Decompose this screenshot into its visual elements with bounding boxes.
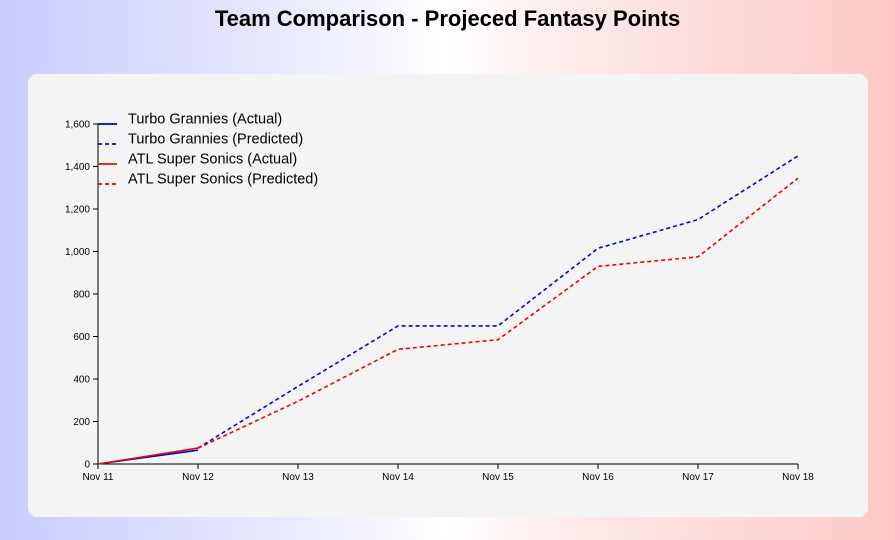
legend-label: ATL Super Sonics (Actual) [128,152,297,168]
chart-title: Team Comparison - Projeced Fantasy Point… [214,6,681,31]
y-tick-label: 0 [84,460,90,471]
series-line-2 [197,155,799,449]
x-tick-label: Nov 18 [782,472,814,483]
y-tick-label: 1,400 [65,162,90,173]
series-line-3 [97,447,199,465]
x-tick-label: Nov 14 [382,472,414,483]
y-tick-label: 1,600 [65,120,90,131]
legend-label: ATL Super Sonics (Predicted) [128,172,318,188]
x-tick-label: Nov 17 [682,472,714,483]
y-tick-label: 1,000 [65,247,90,258]
x-tick-label: Nov 13 [282,472,314,483]
chart-card [28,74,868,517]
series-line-4 [197,177,799,449]
x-tick-label: Nov 11 [83,472,114,483]
x-tick-label: Nov 15 [482,472,514,483]
y-tick-label: 400 [73,375,90,386]
y-tick-label: 800 [73,290,90,301]
legend-label: Turbo Grannies (Predicted) [128,132,303,148]
y-tick-label: 1,200 [65,205,90,216]
x-tick-label: Nov 12 [182,472,214,483]
legend-label: Turbo Grannies (Actual) [128,112,282,128]
x-tick-label: Nov 16 [582,472,614,483]
y-tick-label: 600 [73,332,90,343]
y-tick-label: 200 [73,417,90,428]
